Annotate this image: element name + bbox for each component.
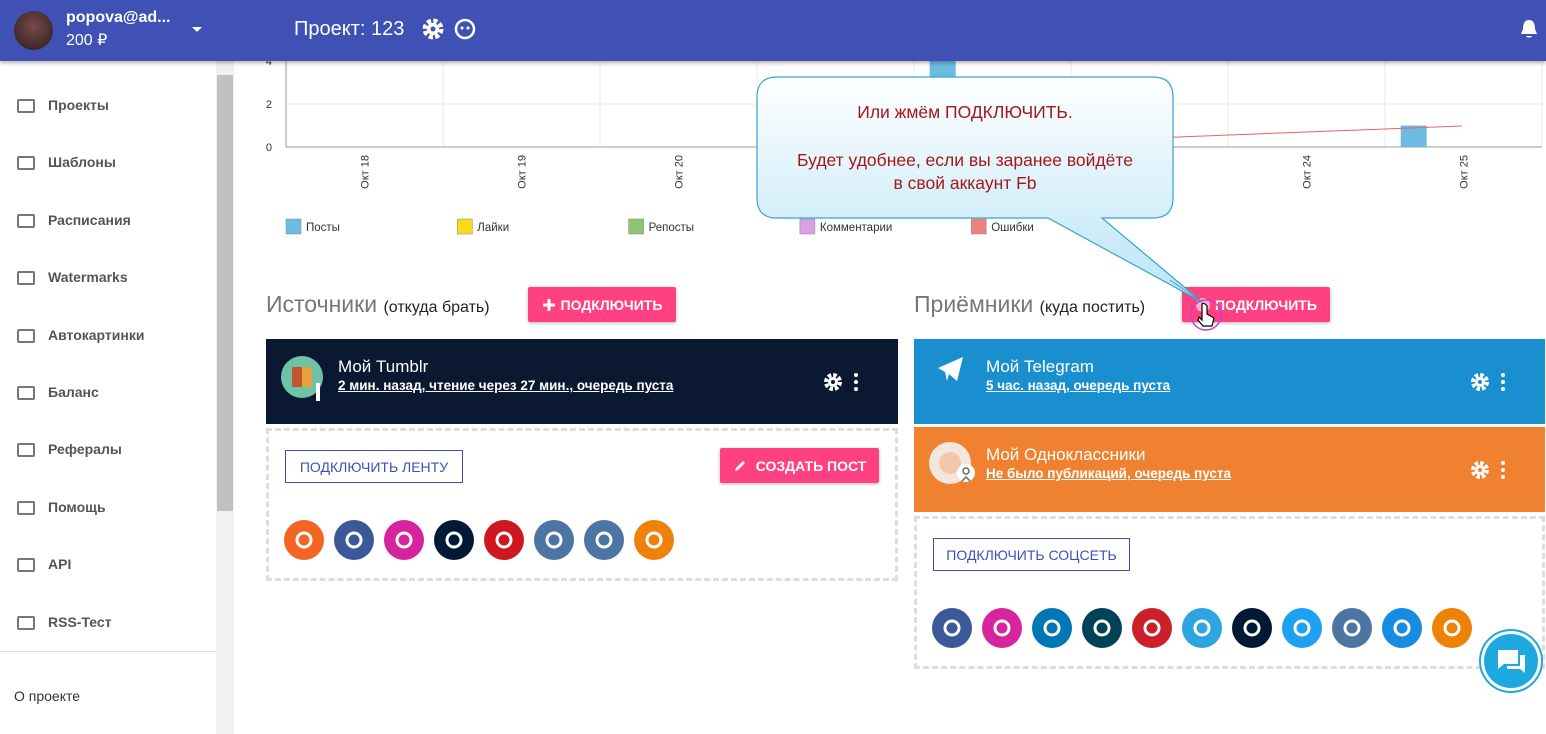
sources-title: Источники [266, 291, 378, 317]
x-tick-label: Окт 18 [360, 155, 372, 189]
about-link[interactable]: О проекте [14, 688, 81, 704]
sources-panel [266, 428, 898, 581]
nav-item[interactable]: Расписания [48, 211, 131, 228]
odnoklassniki-card[interactable]: Мой Одноклассники Не было публикаций, оч… [914, 427, 1545, 512]
top-bar: popova@ad... 200 ₽ Проект: 123 [0, 0, 1546, 61]
receivers-heading: Приёмники (куда постить) [914, 291, 1145, 318]
tumblr-card[interactable]: Мой Tumblr 2 мин. назад, чтение через 27… [266, 339, 898, 424]
nav-item[interactable]: Автокартинки [48, 326, 145, 343]
nav-item[interactable]: Watermarks [48, 269, 128, 286]
y-tick-label: 4 [266, 61, 272, 68]
y-tick-label: 0 [266, 142, 272, 154]
avatar[interactable] [14, 11, 53, 50]
user-email[interactable]: popova@ad... [66, 9, 171, 26]
dropdown-caret[interactable] [190, 25, 204, 35]
connect-feed-button[interactable]: ПОДКЛЮЧИТЬ ЛЕНТУ [285, 450, 463, 483]
divider [0, 651, 216, 652]
nav-icon [17, 443, 35, 458]
connect-receiver-button[interactable]: ПОДКЛЮЧИТЬ [1182, 287, 1330, 322]
card-status[interactable]: 2 мин. назад, чтение через 27 мин., очер… [338, 378, 674, 393]
nav-item[interactable]: API [48, 556, 72, 573]
legend-swatch [285, 218, 302, 235]
button-label: ПОДКЛЮЧИТЬ [1215, 296, 1317, 313]
tooltip-text: Или жмём ПОДКЛЮЧИТЬ. Будет удобнее, если… [757, 101, 1173, 195]
nav-item[interactable]: Шаблоны [48, 154, 116, 171]
x-tick-label: Окт 24 [1302, 155, 1314, 189]
receivers-subtitle: (куда постить) [1039, 299, 1146, 316]
tooltip-line: Или жмём ПОДКЛЮЧИТЬ. [857, 102, 1073, 122]
nav-item[interactable]: RSS-Тест [48, 613, 112, 630]
telegram-card[interactable]: Мой Telegram 5 час. назад, очередь пуста [914, 339, 1545, 424]
card-name: Мой Tumblr [338, 357, 429, 376]
connect-social-button[interactable]: ПОДКЛЮЧИТЬ СОЦСЕТЬ [933, 538, 1130, 571]
bar [1400, 125, 1427, 147]
legend-swatch [457, 218, 473, 235]
notifications-icon[interactable] [1519, 18, 1539, 40]
nav-item[interactable]: Рефералы [48, 441, 122, 458]
sidebar: О проекте Проекты Шаблоны Расписания Waterm… [0, 61, 216, 734]
sources-subtitle: (откуда брать) [383, 299, 490, 316]
legend-swatch [970, 218, 987, 235]
legend-swatch [799, 218, 816, 235]
connect-source-button[interactable]: ПОДКЛЮЧИТЬ [528, 287, 676, 322]
card-name: Мой Одноклассники [986, 445, 1146, 464]
scrollbar[interactable] [216, 61, 234, 734]
button-label: СОЗДАТЬ ПОСТ [755, 457, 867, 474]
nav-icon [17, 386, 35, 400]
y-tick-label: 2 [266, 99, 272, 111]
nav-icon [17, 328, 35, 343]
legend-swatch [628, 218, 644, 235]
nav-item[interactable]: Проекты [48, 97, 109, 113]
nav-icon [17, 156, 35, 171]
create-post-button[interactable]: СОЗДАТЬ ПОСТ [720, 448, 879, 483]
nav-item[interactable]: Помощь [48, 498, 106, 515]
card-status[interactable]: 5 час. назад, очередь пуста [986, 378, 1171, 393]
nav-icon [17, 615, 35, 630]
card-name: Мой Telegram [986, 357, 1094, 376]
tooltip-line: в свой аккаунт Fb [893, 173, 1037, 193]
tooltip [756, 76, 1203, 303]
receivers-panel [914, 516, 1545, 669]
nav-icon [17, 99, 35, 113]
sources-heading: Источники (откуда брать) [266, 291, 490, 318]
tooltip-line: Будет удобнее, если вы заранее войдёте [797, 150, 1133, 170]
legend-label: Лайки [477, 222, 509, 234]
balance: 200 ₽ [66, 32, 108, 49]
nav-icon [17, 558, 35, 573]
nav-item[interactable]: Баланс [48, 384, 99, 400]
chat-button[interactable] [1478, 628, 1544, 694]
legend-label: Посты [306, 222, 340, 234]
project-title: Проект: 123 [294, 18, 405, 40]
x-tick-label: Окт 20 [674, 155, 686, 189]
nav-icon [17, 213, 35, 228]
face-icon[interactable] [453, 17, 477, 41]
legend-label: Комментарии [820, 222, 892, 234]
legend-label: Ошибки [991, 222, 1034, 234]
card-status[interactable]: Не было публикаций, очередь пуста [986, 466, 1232, 481]
legend-label: Репосты [649, 222, 694, 234]
x-tick-label: Окт 19 [517, 155, 529, 189]
x-tick-label: Окт 25 [1459, 155, 1471, 189]
nav-icon [17, 500, 35, 515]
button-label: ПОДКЛЮЧИТЬ [560, 296, 663, 313]
nav-icon [17, 271, 35, 286]
cursor [1190, 299, 1222, 331]
settings-icon[interactable] [421, 17, 445, 41]
receivers-title: Приёмники [914, 291, 1034, 317]
